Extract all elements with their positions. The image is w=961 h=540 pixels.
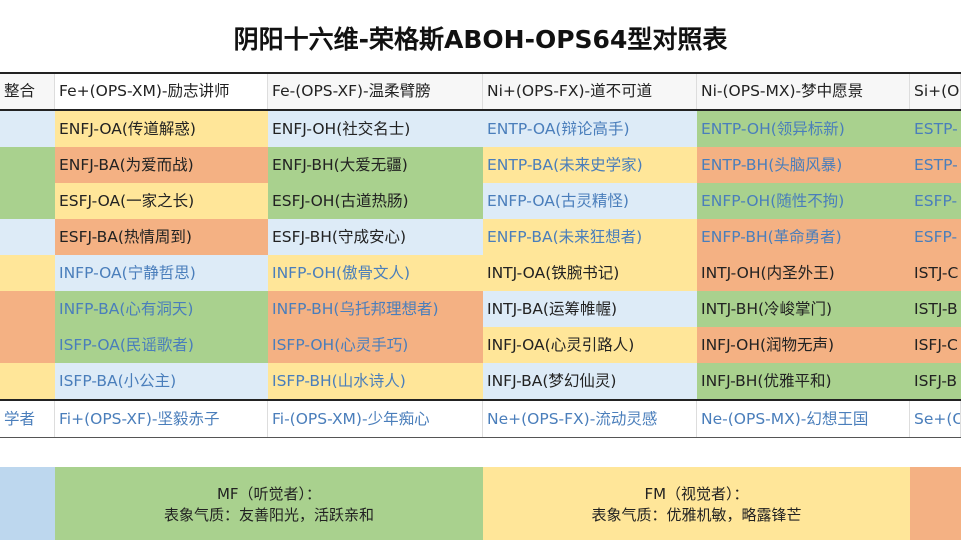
table-cell: ENTP-OH(领异标新)	[697, 111, 910, 147]
table-cell	[0, 327, 55, 363]
table-cell: ENTP-OA(辩论高手)	[483, 111, 697, 147]
table-cell	[0, 183, 55, 219]
table-cell: ENFJ-OA(传道解惑)	[55, 111, 268, 147]
table-cell: ENFP-BA(未来狂想者)	[483, 219, 697, 255]
table-row: ISFP-BA(小公主) ISFP-BH(山水诗人) INFJ-BA(梦幻仙灵) IN…	[0, 363, 961, 399]
legend-mf-desc: 表象气质：友善阳光，活跃亲和	[163, 506, 374, 524]
table-cell: ENFJ-OH(社交名士)	[268, 111, 483, 147]
table-row: INFP-BA(心有洞天) INFP-BH(乌托邦理想者) INTJ-BA(运筹帷幄…	[0, 291, 961, 327]
divider	[0, 72, 961, 74]
table-cell: ENFJ-BH(大爱无疆)	[268, 147, 483, 183]
table-cell: ISFJ-C	[910, 327, 961, 363]
table-row: ESFJ-BA(热情周到) ESFJ-BH(守成安心) ENFP-BA(未来狂想者)…	[0, 219, 961, 255]
table-cell: ENTP-BA(未来史学家)	[483, 147, 697, 183]
legend-orange	[910, 467, 961, 540]
table-cell: Fe-(OPS-XF)-温柔臂膀	[268, 73, 483, 109]
table-cell: Fe+(OPS-XM)-励志讲师	[55, 73, 268, 109]
legend-mf-title: MF（听觉者）：	[216, 485, 322, 503]
table-cell	[0, 291, 55, 327]
table-row: ISFP-OA(民谣歌者) ISFP-OH(心灵手巧) INFJ-OA(心灵引路人)…	[0, 327, 961, 363]
table-cell: ESFP-	[910, 183, 961, 219]
table-cell	[0, 363, 55, 399]
header-row: 整合 Fe+(OPS-XM)-励志讲师 Fe-(OPS-XF)-温柔臂膀 Ni+(OP…	[0, 73, 961, 109]
table-cell	[0, 255, 55, 291]
table-cell: Fi+(OPS-XF)-坚毅赤子	[55, 401, 268, 437]
table-cell: ESTP-	[910, 111, 961, 147]
table-cell: Ni-(OPS-MX)-梦中愿景	[697, 73, 910, 109]
table-cell: ENFP-BH(革命勇者)	[697, 219, 910, 255]
table-cell: ISTJ-C	[910, 255, 961, 291]
divider	[0, 399, 961, 401]
legend-blue	[0, 467, 55, 540]
table-cell: 整合	[0, 73, 55, 109]
table-cell: Fi-(OPS-XM)-少年痴心	[268, 401, 483, 437]
table-cell	[0, 147, 55, 183]
legend-fm-desc: 表象气质：优雅机敏，略露锋芒	[591, 506, 802, 524]
legend-fm: FM（视觉者）： 表象气质：优雅机敏，略露锋芒	[483, 467, 910, 540]
table-cell: ISFJ-B	[910, 363, 961, 399]
table-row: ESFJ-OA(一家之长) ESFJ-OH(古道热肠) ENFP-OA(古灵精怪) E…	[0, 183, 961, 219]
table-cell: INFP-BA(心有洞天)	[55, 291, 268, 327]
table-cell: INFJ-BH(优雅平和)	[697, 363, 910, 399]
table-cell: Ne+(OPS-FX)-流动灵感	[483, 401, 697, 437]
table-cell: ESFJ-OH(古道热肠)	[268, 183, 483, 219]
table-cell: 学者	[0, 401, 55, 437]
table-cell: ENFP-OA(古灵精怪)	[483, 183, 697, 219]
divider	[0, 437, 961, 438]
table-cell: ENTP-BH(头脑风暴)	[697, 147, 910, 183]
table-cell: Ni+(OPS-FX)-道不可道	[483, 73, 697, 109]
table-cell: ESFJ-BA(热情周到)	[55, 219, 268, 255]
table-cell: INFP-OA(宁静哲思)	[55, 255, 268, 291]
table-cell: ESTP-	[910, 147, 961, 183]
table-cell: ISFP-OA(民谣歌者)	[55, 327, 268, 363]
table-cell: ENFP-OH(随性不拘)	[697, 183, 910, 219]
table-cell	[0, 111, 55, 147]
table-cell: INTJ-BA(运筹帷幄)	[483, 291, 697, 327]
table-cell: INFJ-OH(润物无声)	[697, 327, 910, 363]
table-row: INFP-OA(宁静哲思) INFP-OH(傲骨文人) INTJ-OA(铁腕书记) I…	[0, 255, 961, 291]
table-cell: INFJ-OA(心灵引路人)	[483, 327, 697, 363]
legend-fm-title: FM（视觉者）：	[644, 485, 749, 503]
table-cell: ISFP-BA(小公主)	[55, 363, 268, 399]
footer-row: 学者 Fi+(OPS-XF)-坚毅赤子 Fi-(OPS-XM)-少年痴心 Ne+(OP…	[0, 401, 961, 437]
table-cell: INFP-OH(傲骨文人)	[268, 255, 483, 291]
table-cell: ISFP-BH(山水诗人)	[268, 363, 483, 399]
table-cell	[0, 219, 55, 255]
table-cell: INTJ-BH(冷峻掌门)	[697, 291, 910, 327]
table-cell: ISTJ-B	[910, 291, 961, 327]
table-cell: INFP-BH(乌托邦理想者)	[268, 291, 483, 327]
table-row: ENFJ-OA(传道解惑) ENFJ-OH(社交名士) ENTP-OA(辩论高手) E…	[0, 111, 961, 147]
table-cell: ISFP-OH(心灵手巧)	[268, 327, 483, 363]
table-row: ENFJ-BA(为爱而战) ENFJ-BH(大爱无疆) ENTP-BA(未来史学家)…	[0, 147, 961, 183]
table-cell: ENFJ-BA(为爱而战)	[55, 147, 268, 183]
table-cell: INTJ-OH(内圣外王)	[697, 255, 910, 291]
table-cell: INTJ-OA(铁腕书记)	[483, 255, 697, 291]
table-cell: ESFJ-OA(一家之长)	[55, 183, 268, 219]
divider	[0, 109, 961, 111]
table-cell: ESFJ-BH(守成安心)	[268, 219, 483, 255]
table-cell: ESFP-	[910, 219, 961, 255]
table-cell: Ne-(OPS-MX)-幻想王国	[697, 401, 910, 437]
table-cell: Se+(O	[910, 401, 961, 437]
legend-mf: MF（听觉者）： 表象气质：友善阳光，活跃亲和	[55, 467, 483, 540]
table-cell: Si+(O	[910, 73, 961, 109]
page-title: 阴阳十六维-荣格斯ABOH-OPS64型对照表	[233, 25, 728, 54]
table-cell: INFJ-BA(梦幻仙灵)	[483, 363, 697, 399]
